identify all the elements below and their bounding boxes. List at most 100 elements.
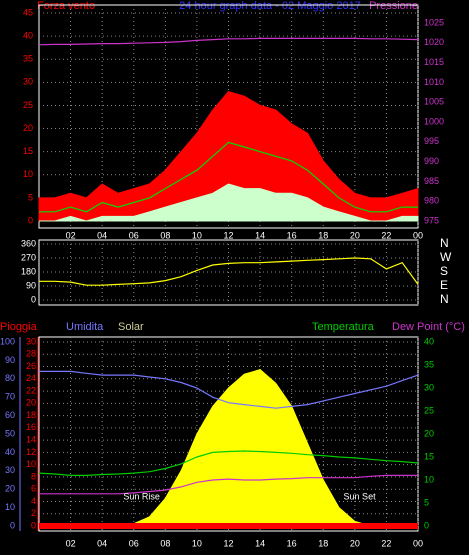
y2-tick-label: 10 (424, 474, 434, 484)
y-tick-label: 4 (31, 496, 36, 506)
y3-tick-label: 100 (0, 336, 15, 346)
y-tick-label: 12 (26, 447, 36, 457)
x-tick-label: 04 (97, 538, 107, 548)
y-tick-label: 20 (26, 398, 36, 408)
y2-tick-label: 35 (424, 359, 434, 369)
y3-tick-label: 10 (5, 502, 15, 512)
y3-tick-label: 0 (10, 520, 15, 530)
x-tick-label: 06 (129, 538, 139, 548)
y-tick-label: 15 (23, 146, 33, 156)
y-tick-label: 20 (23, 123, 33, 133)
area (38, 91, 419, 222)
y-tick-label: 18 (26, 410, 36, 420)
y-tick-label: 14 (26, 435, 36, 445)
y-tick-label: 22 (26, 385, 36, 395)
y2-tick-label: 995 (424, 136, 439, 146)
y2-tick-label: 1025 (424, 17, 444, 27)
y-tick-label: 45 (23, 7, 33, 17)
y-tick-label: 10 (23, 169, 33, 179)
y2-tick-label: 975 (424, 215, 439, 225)
area (39, 183, 419, 222)
y2-tick-label: 1020 (424, 37, 444, 47)
x-tick-label: 12 (223, 230, 233, 240)
legend-label: Solar (118, 321, 144, 333)
y2-tick-label: 40 (424, 336, 434, 346)
y2-tick-label: 30 (424, 382, 434, 392)
annotation: Sun Rise (123, 491, 160, 501)
y2-tick-label: W (440, 250, 452, 264)
y3-tick-label: 90 (5, 355, 15, 365)
y2-tick-label: 1010 (424, 77, 444, 87)
y2-tick-label: 1005 (424, 97, 444, 107)
y2-tick-label: 990 (424, 156, 439, 166)
x-tick-label: 08 (160, 538, 170, 548)
x-tick-label: 16 (287, 538, 297, 548)
x-tick-label: 16 (287, 230, 297, 240)
y-tick-label: 10 (26, 459, 36, 469)
y3-tick-label: 30 (5, 465, 15, 475)
y-tick-label: 24 (26, 373, 36, 383)
y-tick-label: 5 (28, 192, 33, 202)
x-tick-label: 20 (350, 230, 360, 240)
y-tick-label: 8 (31, 471, 36, 481)
annotation: Sun Set (344, 491, 377, 501)
line (38, 450, 419, 476)
x-tick-label: 06 (129, 230, 139, 240)
x-tick-label: 00 (413, 538, 423, 548)
area (39, 369, 418, 527)
line (39, 370, 419, 409)
y3-tick-label: 40 (5, 447, 15, 457)
y-tick-label: 0 (31, 294, 36, 304)
line (39, 141, 418, 213)
x-tick-label: 00 (413, 230, 423, 240)
y-tick-label: 26 (26, 361, 36, 371)
y-tick-label: 360 (21, 238, 36, 248)
x-tick-label: 12 (223, 538, 233, 548)
legend-label: Pioggia (0, 321, 38, 333)
chart-title: 24 hour graph data - 02 Maggio 2017 (179, 0, 361, 12)
y2-tick-label: 25 (424, 405, 434, 415)
y-tick-label: 25 (23, 100, 33, 110)
x-tick-label: 10 (192, 538, 202, 548)
y2-tick-label: 20 (424, 428, 434, 438)
x-tick-label: 22 (381, 538, 391, 548)
y-tick-label: 16 (26, 422, 36, 432)
line (39, 474, 418, 495)
x-tick-label: 18 (318, 538, 328, 548)
y-tick-label: 28 (26, 349, 36, 359)
y2-tick-label: N (440, 292, 449, 306)
y-axis-label: Forza vento (37, 0, 95, 12)
line (39, 257, 419, 286)
y2-tick-label: 1000 (424, 116, 444, 126)
x-tick-label: 20 (350, 538, 360, 548)
x-tick-label: 22 (381, 230, 391, 240)
y-tick-label: 0 (31, 520, 36, 530)
y-tick-label: 40 (23, 30, 33, 40)
y-tick-label: 180 (21, 266, 36, 276)
y-tick-label: 0 (28, 215, 33, 225)
y-tick-label: 2 (31, 508, 36, 518)
y-tick-label: 30 (23, 77, 33, 87)
y2-tick-label: S (440, 264, 448, 278)
line (38, 37, 419, 46)
y-tick-label: 30 (26, 336, 36, 346)
x-tick-label: 14 (255, 538, 265, 548)
y2-axis-label: Pressione (369, 0, 418, 12)
y2-tick-label: N (440, 236, 449, 250)
y-tick-label: 90 (26, 280, 36, 290)
y2-tick-label: E (440, 278, 448, 292)
x-tick-label: 02 (66, 230, 76, 240)
y3-tick-label: 60 (5, 410, 15, 420)
y3-tick-label: 70 (5, 392, 15, 402)
y-tick-label: 6 (31, 484, 36, 494)
x-tick-label: 08 (160, 230, 170, 240)
y3-tick-label: 50 (5, 428, 15, 438)
x-tick-label: 18 (318, 230, 328, 240)
y-tick-label: 35 (23, 54, 33, 64)
legend-label: Temperatura (312, 321, 375, 333)
y3-tick-label: 80 (5, 373, 15, 383)
x-tick-label: 04 (97, 230, 107, 240)
y-tick-label: 270 (21, 252, 36, 262)
x-tick-label: 02 (66, 538, 76, 548)
